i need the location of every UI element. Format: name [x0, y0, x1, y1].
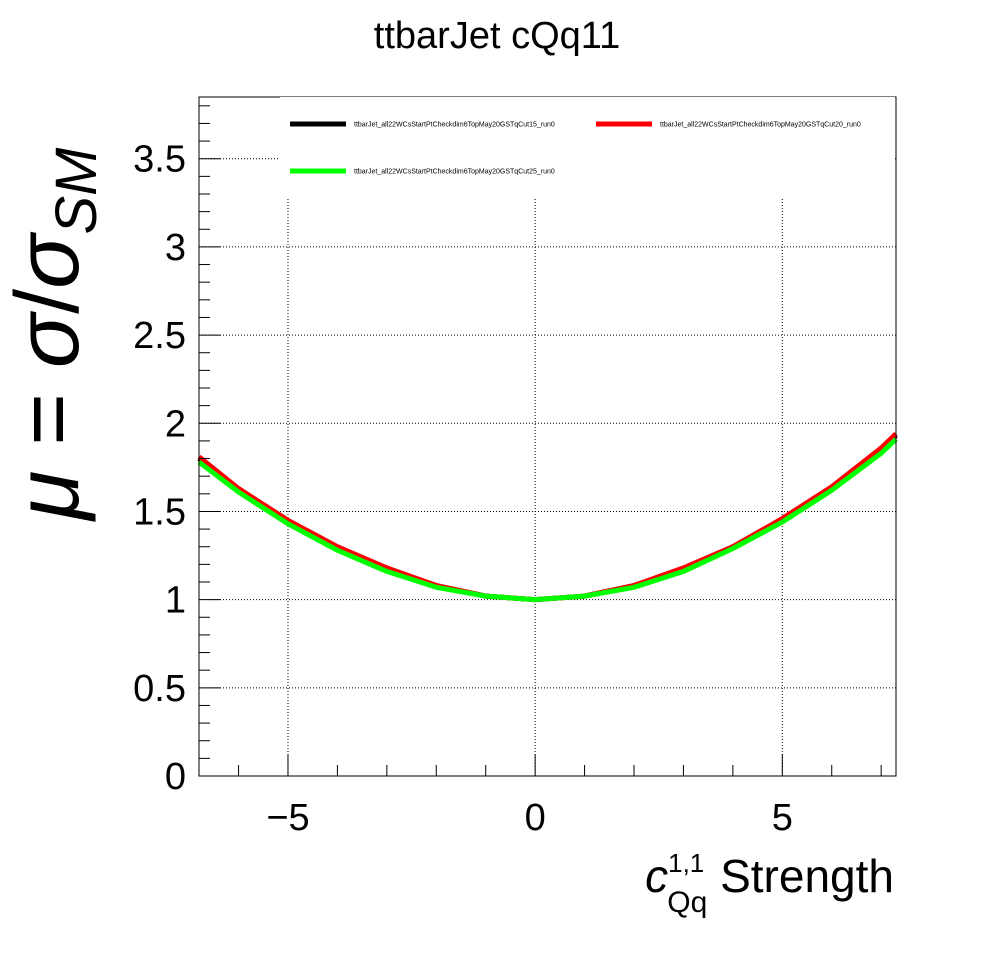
legend-box [280, 97, 895, 197]
y-tick-label-7: 3.5 [133, 139, 186, 181]
y-axis-title-sigma-2: σ [0, 231, 98, 289]
legend: ttbarJet_all22WCsStartPtCheckdim6TopMay2… [280, 97, 895, 197]
y-tick-label-2: 1 [165, 580, 186, 622]
legend-label-2: ttbarJet_all22WCsStartPtCheckdim6TopMay2… [354, 169, 555, 176]
y-axis-title-sigma: σ [0, 310, 98, 368]
y-axis-title-subscript: SM [44, 147, 109, 235]
y-tick-label-3: 1.5 [133, 491, 186, 533]
y-tick-label-4: 2 [165, 403, 186, 445]
y-axis-title-mu: μ [0, 471, 98, 522]
series-lines [197, 432, 898, 603]
legend-label-1: ttbarJet_all22WCsStartPtCheckdim6TopMay2… [660, 122, 861, 129]
x-axis-title-base: c [645, 850, 668, 902]
y-tick-label-5: 2.5 [133, 315, 186, 357]
x-tick-label-0: −5 [266, 797, 309, 839]
y-tick-label-1: 0.5 [133, 668, 186, 710]
x-axis-title-suffix: Strength [707, 850, 894, 902]
y-axis-ticks [199, 105, 221, 777]
y-axis-title: μ = σ/σSM [0, 147, 109, 522]
y-axis-title-equals: = [0, 368, 98, 471]
series-line-2 [197, 437, 898, 603]
y-axis-title-slash: / [0, 289, 98, 314]
y-tick-label-0: 0 [165, 756, 186, 798]
svg-text:μ = σ/σSM: μ = σ/σSM [0, 147, 109, 522]
x-axis-title-superscript: 1,1 [668, 848, 704, 878]
x-axis-tick-labels: −5 0 5 [266, 797, 793, 839]
x-axis-title: c1,1 Qq Strength [645, 848, 894, 919]
legend-label-0: ttbarJet_all22WCsStartPtCheckdim6TopMay2… [354, 122, 555, 129]
x-axis-title-subscript: Qq [667, 886, 707, 919]
x-tick-label-2: 5 [772, 797, 793, 839]
x-axis-ticks [238, 754, 882, 776]
x-tick-label-1: 0 [525, 797, 546, 839]
y-axis-tick-labels: 0 0.5 1 1.5 2 2.5 3 3.5 [133, 139, 186, 798]
chart-title: ttbarJet cQq11 [374, 15, 620, 57]
y-tick-label-6: 3 [165, 227, 186, 269]
